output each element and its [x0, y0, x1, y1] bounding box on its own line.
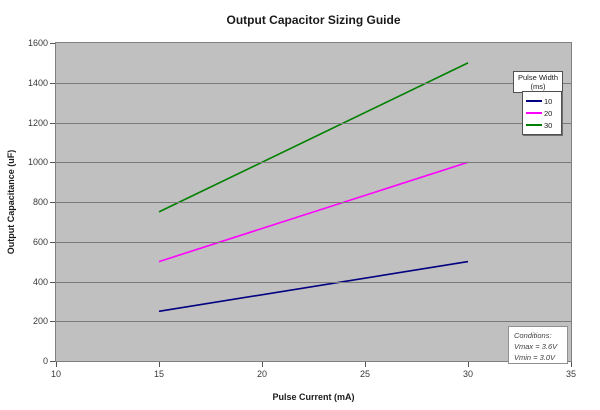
x-tick-mark-30: [468, 362, 469, 367]
y-tick-label-0: 0: [42, 356, 48, 366]
x-tick-label-35: 35: [565, 369, 576, 379]
y-tick-label-1200: 1200: [27, 118, 48, 128]
legend-entry-10: 10: [526, 95, 559, 107]
gridline-y-600: [56, 242, 571, 243]
conditions-line-3: Vmin = 3.0V: [514, 353, 556, 362]
legend-entry-20: 20: [526, 107, 559, 119]
y-tick-mark-800: [50, 202, 55, 203]
legend-label-10: 10: [544, 96, 553, 106]
y-tick-label-600: 600: [32, 237, 48, 247]
legend-entry-30: 30: [526, 119, 559, 131]
series-line-10: [158, 260, 469, 313]
y-tick-label-800: 800: [32, 197, 48, 207]
legend-swatch-20: [526, 112, 542, 114]
y-tick-mark-400: [50, 282, 55, 283]
x-tick-mark-15: [159, 362, 160, 367]
x-tick-label-30: 30: [462, 369, 473, 379]
series-lines: [158, 62, 469, 313]
conditions-line-2: Vmax = 3.6V: [514, 342, 558, 351]
legend-swatch-30: [526, 124, 542, 126]
legend-title-line2: (ms): [530, 82, 546, 91]
x-tick-label-20: 20: [256, 369, 267, 379]
x-tick-mark-20: [262, 362, 263, 367]
gridline-y-1400: [56, 83, 571, 84]
series-line-20: [158, 161, 469, 263]
gridline-y-1000: [56, 162, 571, 163]
legend-title: Pulse Width (ms): [513, 71, 563, 93]
y-tick-mark-1400: [50, 83, 55, 84]
y-tick-mark-1200: [50, 123, 55, 124]
x-tick-mark-35: [571, 362, 572, 367]
y-tick-mark-1000: [50, 162, 55, 163]
y-tick-mark-1600: [50, 43, 55, 44]
x-tick-label-25: 25: [359, 369, 370, 379]
y-tick-label-200: 200: [32, 316, 48, 326]
conditions-line-1: Conditions:: [514, 331, 552, 340]
conditions-annotation: Conditions: Vmax = 3.6V Vmin = 3.0V: [508, 326, 568, 364]
gridline-y-400: [56, 282, 571, 283]
x-tick-label-10: 10: [50, 369, 61, 379]
series-line-30: [158, 62, 469, 213]
x-tick-label-15: 15: [153, 369, 164, 379]
legend-label-20: 20: [544, 108, 553, 118]
y-tick-mark-0: [50, 361, 55, 362]
gridline-y-200: [56, 321, 571, 322]
x-axis-title: Pulse Current (mA): [272, 392, 355, 402]
y-tick-label-1600: 1600: [27, 38, 48, 48]
plot-area: [55, 42, 572, 362]
y-tick-label-1000: 1000: [27, 157, 48, 167]
legend-swatch-10: [526, 100, 542, 102]
y-tick-mark-200: [50, 321, 55, 322]
x-tick-mark-25: [365, 362, 366, 367]
y-tick-mark-600: [50, 242, 55, 243]
chart-title: Output Capacitor Sizing Guide: [226, 13, 401, 27]
legend-title-line1: Pulse Width: [517, 73, 559, 82]
gridline-y-1200: [56, 123, 571, 124]
gridline-y-800: [56, 202, 571, 203]
y-tick-label-1400: 1400: [27, 78, 48, 88]
legend: 10 20 30: [522, 91, 562, 135]
legend-label-30: 30: [544, 120, 553, 130]
y-tick-label-400: 400: [32, 277, 48, 287]
x-tick-mark-10: [56, 362, 57, 367]
